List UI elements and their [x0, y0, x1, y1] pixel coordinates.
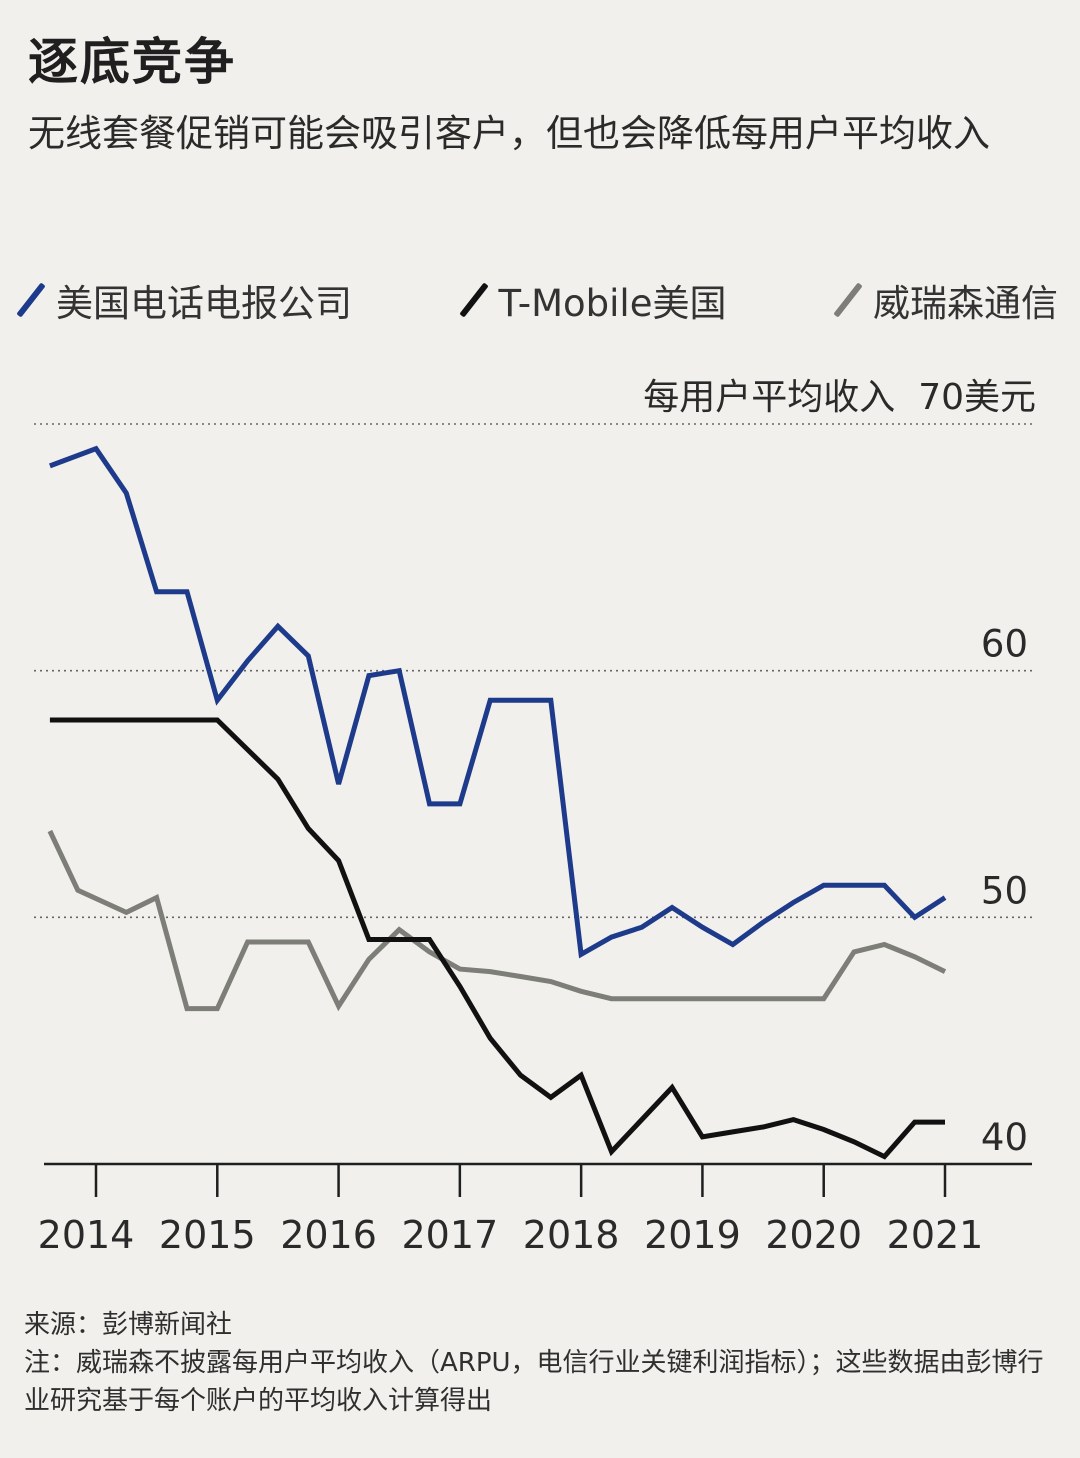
- x-tick-label-2019: 2019: [644, 1213, 741, 1257]
- verizon-line: [47, 829, 947, 1012]
- legend-item-tmobile: T-Mobile美国: [458, 273, 727, 327]
- legend-label-att: 美国电话电报公司: [56, 282, 352, 325]
- y-tick-label-40: 40: [981, 1116, 1028, 1159]
- y-tick-top-label: 70美元: [918, 377, 1036, 418]
- x-tick-label-2017: 2017: [401, 1213, 498, 1257]
- legend-item-verizon: 威瑞森通信: [833, 273, 1058, 327]
- legend: 美国电话电报公司 T-Mobile美国 威瑞森通信: [16, 270, 1058, 330]
- legend-item-att: 美国电话电报公司: [16, 273, 352, 327]
- footer: 来源：彭博新闻社 注：威瑞森不披露每用户平均收入（ARPU，电信行业关键利润指标…: [24, 1306, 1054, 1420]
- y-tick-label-50: 50: [981, 869, 1028, 912]
- legend-label-verizon: 威瑞森通信: [873, 282, 1058, 325]
- y-axis-title: 每用户平均收入: [643, 377, 896, 418]
- x-tick-label-2015: 2015: [159, 1213, 256, 1257]
- x-tick-label-2021: 2021: [887, 1213, 984, 1257]
- legend-label-tmobile: T-Mobile美国: [498, 282, 727, 325]
- chart-subtitle: 无线套餐促销可能会吸引客户，但也会降低每用户平均收入: [28, 112, 990, 155]
- x-tick-label-2016: 2016: [280, 1213, 377, 1257]
- chart-title: 逐底竞争: [28, 33, 236, 91]
- x-tick-label-2018: 2018: [523, 1213, 620, 1257]
- x-tick-label-2014: 2014: [38, 1213, 135, 1257]
- source-note: 来源：彭博新闻社: [24, 1310, 233, 1340]
- y-unit-label: 每用户平均收入 70美元: [643, 368, 1036, 420]
- y-tick-label-60: 60: [981, 623, 1028, 666]
- att-line: [49, 445, 947, 959]
- tmobile-line: [49, 717, 945, 1160]
- footnote: 注：威瑞森不披露每用户平均收入（ARPU，电信行业关键利润指标）；这些数据由彭博…: [24, 1348, 1044, 1416]
- x-tick-label-2020: 2020: [765, 1213, 862, 1257]
